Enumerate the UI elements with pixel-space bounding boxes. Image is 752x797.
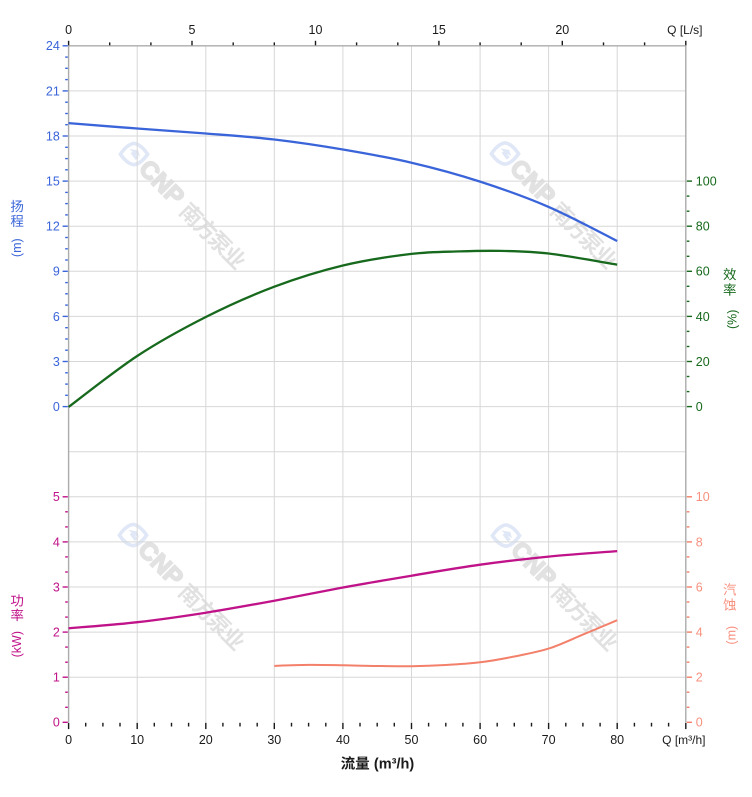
- svg-text:15: 15: [432, 23, 446, 37]
- svg-text:1: 1: [53, 671, 60, 685]
- svg-text:0: 0: [65, 23, 72, 37]
- svg-text:40: 40: [696, 310, 710, 324]
- svg-text:80: 80: [696, 220, 710, 234]
- svg-text:0: 0: [65, 733, 72, 747]
- svg-text:(kW): (kW): [10, 631, 24, 657]
- svg-text:8: 8: [696, 535, 703, 549]
- svg-text:70: 70: [542, 733, 556, 747]
- svg-text:2: 2: [53, 626, 60, 640]
- svg-text:60: 60: [473, 733, 487, 747]
- svg-text:15: 15: [46, 175, 60, 189]
- svg-text:5: 5: [53, 490, 60, 504]
- svg-text:(%): (%): [725, 310, 739, 329]
- svg-text:0: 0: [53, 716, 60, 730]
- svg-text:50: 50: [405, 733, 419, 747]
- svg-text:3: 3: [53, 580, 60, 594]
- svg-text:21: 21: [46, 84, 60, 98]
- svg-text:3: 3: [53, 355, 60, 369]
- svg-text:10: 10: [696, 490, 710, 504]
- svg-text:4: 4: [696, 626, 703, 640]
- svg-text:60: 60: [696, 265, 710, 279]
- svg-text:4: 4: [53, 535, 60, 549]
- svg-text:6: 6: [53, 310, 60, 324]
- svg-text:(m): (m): [724, 626, 738, 645]
- svg-text:10: 10: [309, 23, 323, 37]
- svg-text:20: 20: [696, 355, 710, 369]
- svg-text:100: 100: [696, 175, 717, 189]
- svg-text:10: 10: [130, 733, 144, 747]
- svg-text:9: 9: [53, 265, 60, 279]
- svg-text:80: 80: [610, 733, 624, 747]
- svg-text:40: 40: [336, 733, 350, 747]
- svg-text:5: 5: [189, 23, 196, 37]
- svg-text:18: 18: [46, 129, 60, 143]
- svg-text:(m³/h): (m³/h): [374, 757, 414, 773]
- svg-text:30: 30: [267, 733, 281, 747]
- svg-text:0: 0: [696, 716, 703, 730]
- svg-text:24: 24: [46, 39, 60, 53]
- svg-text:Q [L/s]: Q [L/s]: [667, 23, 702, 37]
- svg-text:6: 6: [696, 580, 703, 594]
- svg-text:20: 20: [555, 23, 569, 37]
- svg-text:0: 0: [696, 400, 703, 414]
- svg-text:Q [m³/h]: Q [m³/h]: [662, 733, 705, 747]
- svg-text:2: 2: [696, 671, 703, 685]
- svg-text:0: 0: [53, 400, 60, 414]
- svg-text:20: 20: [199, 733, 213, 747]
- svg-text:12: 12: [46, 220, 60, 234]
- svg-text:(m): (m): [10, 238, 24, 257]
